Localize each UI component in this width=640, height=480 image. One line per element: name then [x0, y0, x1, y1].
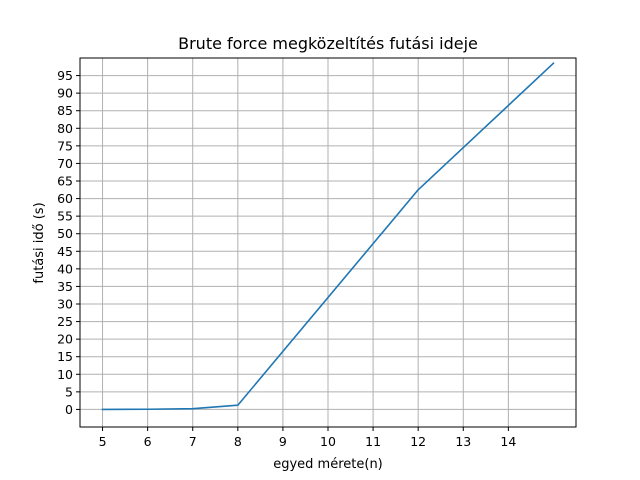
x-tick-label: 6	[144, 434, 152, 449]
y-tick-label: 40	[57, 261, 73, 276]
x-axis-title: egyed mérete(n)	[273, 457, 383, 472]
x-tick-label: 14	[500, 434, 516, 449]
y-tick-label: 55	[57, 209, 73, 224]
series-line	[101, 62, 555, 411]
y-axis: 0 5 10 15 20 25 30 35 40 45 50 55 60 65 70 75 80 85 90 95	[57, 68, 80, 417]
y-tick-label: 25	[57, 314, 73, 329]
y-tick-label: 60	[57, 191, 73, 206]
y-tick-label: 80	[57, 121, 73, 136]
x-axis: 5 6 7 8 9 10 11 12 13 14	[99, 427, 516, 449]
y-tick-label: 90	[57, 86, 73, 101]
x-tick-label: 5	[99, 434, 107, 449]
series-layer	[101, 62, 555, 411]
y-tick-label: 10	[57, 367, 73, 382]
y-tick-label: 15	[57, 349, 73, 364]
x-tick-label: 10	[320, 434, 336, 449]
y-tick-label: 85	[57, 103, 73, 118]
y-tick-label: 45	[57, 244, 73, 259]
y-tick-label: 0	[65, 402, 73, 417]
x-tick-label: 8	[234, 434, 242, 449]
x-tick-label: 7	[189, 434, 197, 449]
y-axis-title: futási idő (s)	[32, 202, 47, 283]
y-tick-label: 5	[65, 384, 73, 399]
y-tick-label: 30	[57, 297, 73, 312]
x-tick-label: 9	[279, 434, 287, 449]
y-tick-label: 35	[57, 279, 73, 294]
y-tick-label: 70	[57, 156, 73, 171]
y-tick-label: 20	[57, 332, 73, 347]
x-tick-label: 11	[365, 434, 381, 449]
grid	[80, 58, 576, 427]
chart-title: Brute force megközeltítés futási ideje	[178, 34, 478, 53]
y-tick-label: 75	[57, 138, 73, 153]
y-tick-label: 65	[57, 174, 73, 189]
x-tick-label: 13	[455, 434, 471, 449]
y-tick-label: 95	[57, 68, 73, 83]
x-tick-label: 12	[410, 434, 426, 449]
y-tick-label: 50	[57, 226, 73, 241]
